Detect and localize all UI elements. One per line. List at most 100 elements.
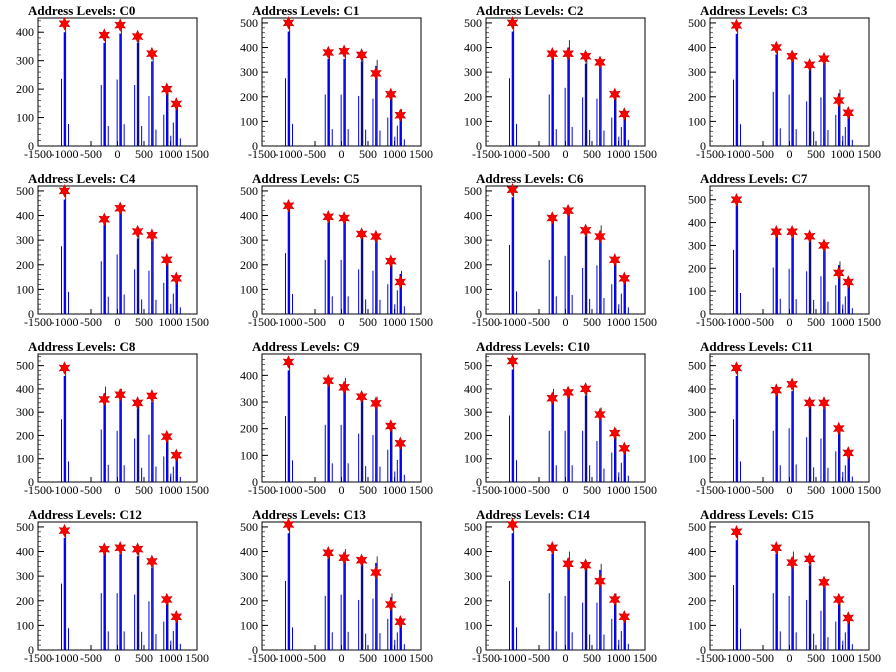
y-tick-label: 100 [464, 618, 482, 632]
x-tick-label: -500 [304, 147, 326, 161]
star-marker [818, 238, 830, 253]
x-tick-label: 0 [787, 651, 793, 665]
x-tick-label: 0 [563, 483, 569, 497]
star-marker [818, 575, 830, 590]
x-tick-label: 500 [807, 315, 825, 329]
x-tick-label: -1000 [723, 315, 751, 329]
x-tick-label: -1000 [499, 315, 527, 329]
x-tick-label: 1000 [831, 147, 855, 161]
star-marker [608, 426, 621, 440]
x-tick-label: -1000 [275, 147, 303, 161]
x-tick-label: -1500 [24, 315, 52, 329]
y-tick-label: 300 [688, 238, 706, 252]
star-marker [546, 391, 559, 405]
star-marker [803, 552, 816, 566]
x-tick-label: 500 [135, 483, 153, 497]
star-marker [355, 553, 368, 567]
x-tick-label: 1000 [607, 651, 631, 665]
x-tick-label: -500 [304, 483, 326, 497]
star-marker [58, 16, 71, 31]
star-marker [384, 419, 397, 433]
x-tick-label: 1000 [159, 147, 183, 161]
chart-title: Address Levels: C14 [476, 507, 590, 522]
star-marker [579, 382, 592, 396]
star-marker [394, 436, 407, 451]
star-marker [842, 446, 855, 460]
star-marker [608, 592, 621, 607]
x-tick-label: 1500 [857, 315, 881, 329]
star-marker [282, 198, 295, 213]
star-marker [562, 385, 574, 400]
x-tick-label: 500 [583, 651, 601, 665]
star-marker [546, 46, 559, 61]
y-tick-label: 0 [252, 475, 258, 489]
star-marker [160, 253, 173, 267]
x-tick-label: -1000 [51, 483, 79, 497]
panel-C8: Address Levels: C80100200300400500-1500-… [16, 339, 209, 497]
x-tick-label: -1500 [248, 147, 276, 161]
chart-title: Address Levels: C11 [700, 339, 813, 354]
star-marker [98, 392, 111, 407]
x-tick-label: -1000 [723, 147, 751, 161]
x-tick-label: 1500 [857, 483, 881, 497]
x-tick-label: -1000 [499, 483, 527, 497]
star-marker [146, 46, 158, 61]
y-tick-label: 100 [464, 452, 482, 466]
star-marker [546, 211, 559, 225]
y-tick-label: 100 [16, 282, 34, 296]
x-tick-label: 0 [339, 651, 345, 665]
y-tick-label: 0 [476, 475, 482, 489]
x-tick-label: -500 [80, 147, 102, 161]
star-marker [58, 184, 71, 198]
x-tick-label: 500 [359, 315, 377, 329]
x-tick-label: -1500 [248, 483, 276, 497]
star-marker [832, 93, 845, 108]
star-marker [146, 389, 158, 403]
star-marker [730, 525, 743, 539]
y-tick-label: 200 [688, 261, 706, 275]
y-tick-label: 300 [464, 569, 482, 583]
y-tick-label: 300 [688, 569, 706, 583]
x-tick-label: -1000 [499, 147, 527, 161]
star-marker [282, 355, 295, 369]
star-marker [506, 354, 519, 368]
panel-C3: Address Levels: C30100200300400500-1500-… [688, 3, 881, 161]
star-marker [594, 407, 606, 422]
star-marker [786, 555, 798, 570]
star-marker [338, 380, 350, 395]
y-tick-label: 400 [464, 382, 482, 396]
star-marker [322, 546, 335, 560]
star-marker [370, 66, 382, 81]
star-marker [338, 44, 350, 58]
star-marker [842, 275, 855, 289]
y-tick-label: 400 [16, 25, 34, 39]
x-tick-label: 500 [359, 483, 377, 497]
star-marker [355, 389, 368, 404]
star-marker [730, 192, 743, 207]
y-tick-label: 400 [688, 216, 706, 230]
star-marker [770, 224, 783, 239]
y-tick-label: 300 [16, 569, 34, 583]
star-marker [618, 610, 631, 624]
y-tick-label: 0 [28, 643, 34, 657]
star-marker [730, 361, 743, 375]
y-tick-label: 0 [700, 643, 706, 657]
x-tick-label: 1500 [185, 483, 209, 497]
chart-title: Address Levels: C12 [28, 507, 142, 522]
y-tick-label: 500 [240, 184, 258, 198]
y-tick-label: 400 [464, 41, 482, 55]
x-tick-label: 500 [359, 147, 377, 161]
x-tick-label: 500 [583, 483, 601, 497]
panel-C15: Address Levels: C15 0 100 200 300 400 500 -1500… [688, 507, 881, 665]
star-marker [786, 377, 798, 392]
y-tick-label: 0 [252, 307, 258, 321]
star-marker [370, 396, 382, 411]
y-tick-label: 0 [28, 139, 34, 153]
chart-title: Address Levels: C10 [476, 339, 590, 354]
chart-title: Address Levels: C3 [700, 3, 808, 18]
y-tick-label: 200 [688, 594, 706, 608]
x-tick-label: 1000 [159, 315, 183, 329]
y-tick-label: 300 [240, 395, 258, 409]
y-tick-label: 400 [16, 382, 34, 396]
